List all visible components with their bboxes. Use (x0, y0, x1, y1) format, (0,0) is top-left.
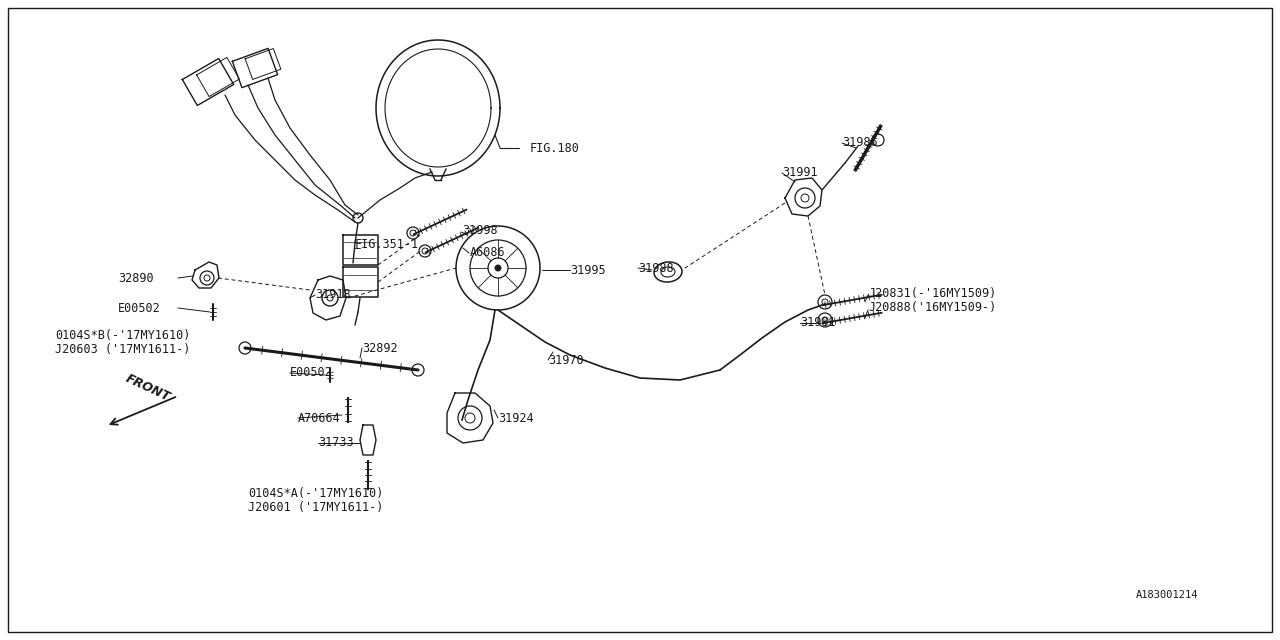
Text: 31991: 31991 (782, 166, 818, 179)
Text: 31998: 31998 (462, 223, 498, 237)
Text: A183001214: A183001214 (1135, 590, 1198, 600)
Text: 31995: 31995 (570, 264, 605, 276)
Text: FIG.180: FIG.180 (530, 141, 580, 154)
Text: J20601 ('17MY1611-): J20601 ('17MY1611-) (248, 502, 384, 515)
Text: 32890: 32890 (118, 271, 154, 285)
Text: 0104S*B(-'17MY1610): 0104S*B(-'17MY1610) (55, 328, 191, 342)
Text: A70664: A70664 (298, 412, 340, 424)
Text: J20603 ('17MY1611-): J20603 ('17MY1611-) (55, 344, 191, 356)
Text: A6086: A6086 (470, 246, 506, 259)
Text: J20888('16MY1509-): J20888('16MY1509-) (868, 301, 996, 314)
Text: 31988: 31988 (637, 262, 673, 275)
Text: 32892: 32892 (362, 342, 398, 355)
Text: E00502: E00502 (291, 367, 333, 380)
Text: 31981: 31981 (800, 317, 836, 330)
Text: FRONT: FRONT (124, 372, 173, 404)
Text: E00502: E00502 (118, 301, 161, 314)
Text: 31970: 31970 (548, 353, 584, 367)
Text: 31918: 31918 (315, 289, 351, 301)
Text: 31986: 31986 (842, 136, 878, 150)
Text: J20831(-'16MY1509): J20831(-'16MY1509) (868, 287, 996, 300)
Text: FIG.351-1: FIG.351-1 (355, 237, 419, 250)
Text: 31924: 31924 (498, 412, 534, 424)
Circle shape (495, 265, 500, 271)
Text: 31733: 31733 (317, 436, 353, 449)
Text: 0104S*A(-'17MY1610): 0104S*A(-'17MY1610) (248, 486, 384, 499)
